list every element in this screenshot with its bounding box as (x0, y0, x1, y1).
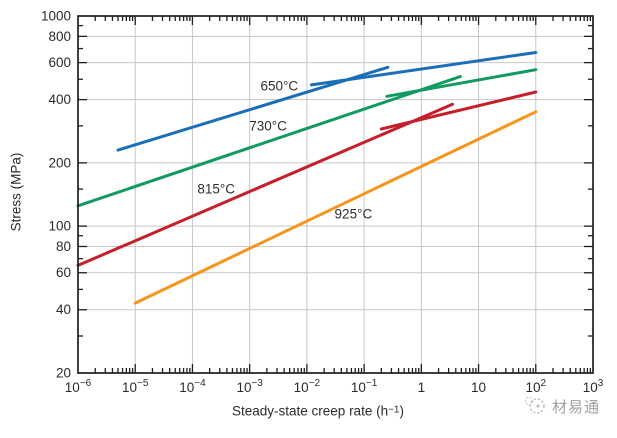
x-axis-title-prefix: Steady-state creep rate (h (232, 403, 389, 419)
plot-border (77, 15, 594, 374)
y-tick-label: 1000 (41, 9, 71, 24)
x-tick-label: 1 (418, 380, 426, 395)
series-line-815c-1 (379, 90, 538, 131)
series-label-730c: 730°C (249, 118, 287, 134)
x-tick-label: 10−5 (122, 378, 149, 395)
watermark: 材易通 (522, 395, 600, 417)
series-line-815c-0 (76, 102, 454, 267)
series-line-730c-1 (385, 68, 538, 98)
x-axis-title-suffix: ) (399, 403, 405, 419)
series-line-925c-0 (133, 110, 538, 305)
x-tick-label: 10−4 (179, 378, 206, 395)
y-tick-label: 800 (48, 29, 71, 44)
x-tick-label: 102 (525, 378, 546, 395)
x-axis-title: Steady-state creep rate (h−1) (232, 404, 404, 419)
y-tick-label: 100 (48, 219, 71, 234)
x-tick-label: 10−1 (351, 378, 378, 395)
y-tick-label: 60 (56, 265, 71, 280)
series-line-650c-1 (309, 51, 538, 87)
x-tick-label: 10−3 (236, 378, 263, 395)
series-label-815c: 815°C (197, 181, 236, 197)
y-tick-label: 200 (48, 155, 71, 170)
x-axis-title-superscript: −1 (388, 404, 400, 416)
x-tick-label: 103 (583, 378, 604, 395)
y-tick-label: 20 (56, 366, 71, 381)
x-tick-label: 10−6 (65, 378, 92, 395)
watermark-text: 材易通 (552, 398, 601, 416)
series-label-650c: 650°C (260, 78, 299, 94)
y-axis-title: Stress (MPa) (8, 152, 24, 232)
x-tick-label: 10−2 (294, 378, 321, 395)
y-tick-label: 40 (56, 302, 71, 317)
watermark-logo-icon (524, 396, 545, 414)
y-tick-label: 80 (56, 239, 71, 254)
series-line-730c-0 (76, 75, 462, 208)
y-tick-label: 600 (48, 55, 71, 70)
y-tick-label: 400 (48, 92, 71, 107)
x-tick-label: 10 (471, 380, 486, 395)
series-label-925c: 925°C (334, 206, 373, 222)
